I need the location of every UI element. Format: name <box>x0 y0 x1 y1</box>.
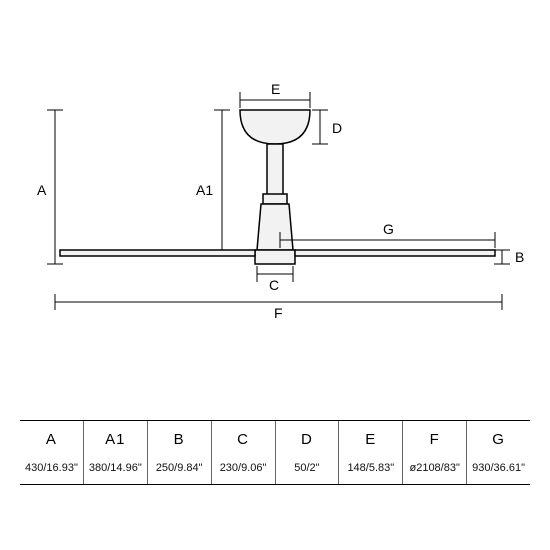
dim-header: B <box>148 431 211 462</box>
svg-text:G: G <box>383 221 394 237</box>
dim-header: G <box>467 431 530 462</box>
dim-header: E <box>339 431 402 462</box>
dim-col-G: G930/36.61" <box>467 421 530 484</box>
dim-col-D: D50/2" <box>276 421 340 484</box>
dim-value: 148/5.83" <box>339 462 402 474</box>
dim-value: 250/9.84" <box>148 462 211 474</box>
dim-col-B: B250/9.84" <box>148 421 212 484</box>
svg-text:A: A <box>37 182 47 198</box>
dim-col-C: C230/9.06" <box>212 421 276 484</box>
dim-value: ø2108/83" <box>403 462 466 474</box>
svg-text:F: F <box>274 305 283 321</box>
dim-col-E: E148/5.83" <box>339 421 403 484</box>
dim-value: 230/9.06" <box>212 462 275 474</box>
dim-col-A1: A1380/14.96" <box>84 421 148 484</box>
svg-text:E: E <box>271 81 280 97</box>
dim-header: F <box>403 431 466 462</box>
dim-header: A1 <box>84 431 147 462</box>
dim-value: 430/16.93" <box>20 462 83 474</box>
dim-header: D <box>276 431 339 462</box>
dim-col-F: Fø2108/83" <box>403 421 467 484</box>
dim-value: 50/2" <box>276 462 339 474</box>
dim-header: A <box>20 431 83 462</box>
svg-text:A1: A1 <box>196 182 213 198</box>
dim-value: 930/36.61" <box>467 462 530 474</box>
svg-text:B: B <box>515 249 524 265</box>
svg-text:C: C <box>269 277 279 293</box>
svg-text:D: D <box>332 120 342 136</box>
dim-value: 380/14.96" <box>84 462 147 474</box>
dimensions-table: A430/16.93"A1380/14.96"B250/9.84"C230/9.… <box>20 420 530 485</box>
dim-header: C <box>212 431 275 462</box>
dim-col-A: A430/16.93" <box>20 421 84 484</box>
